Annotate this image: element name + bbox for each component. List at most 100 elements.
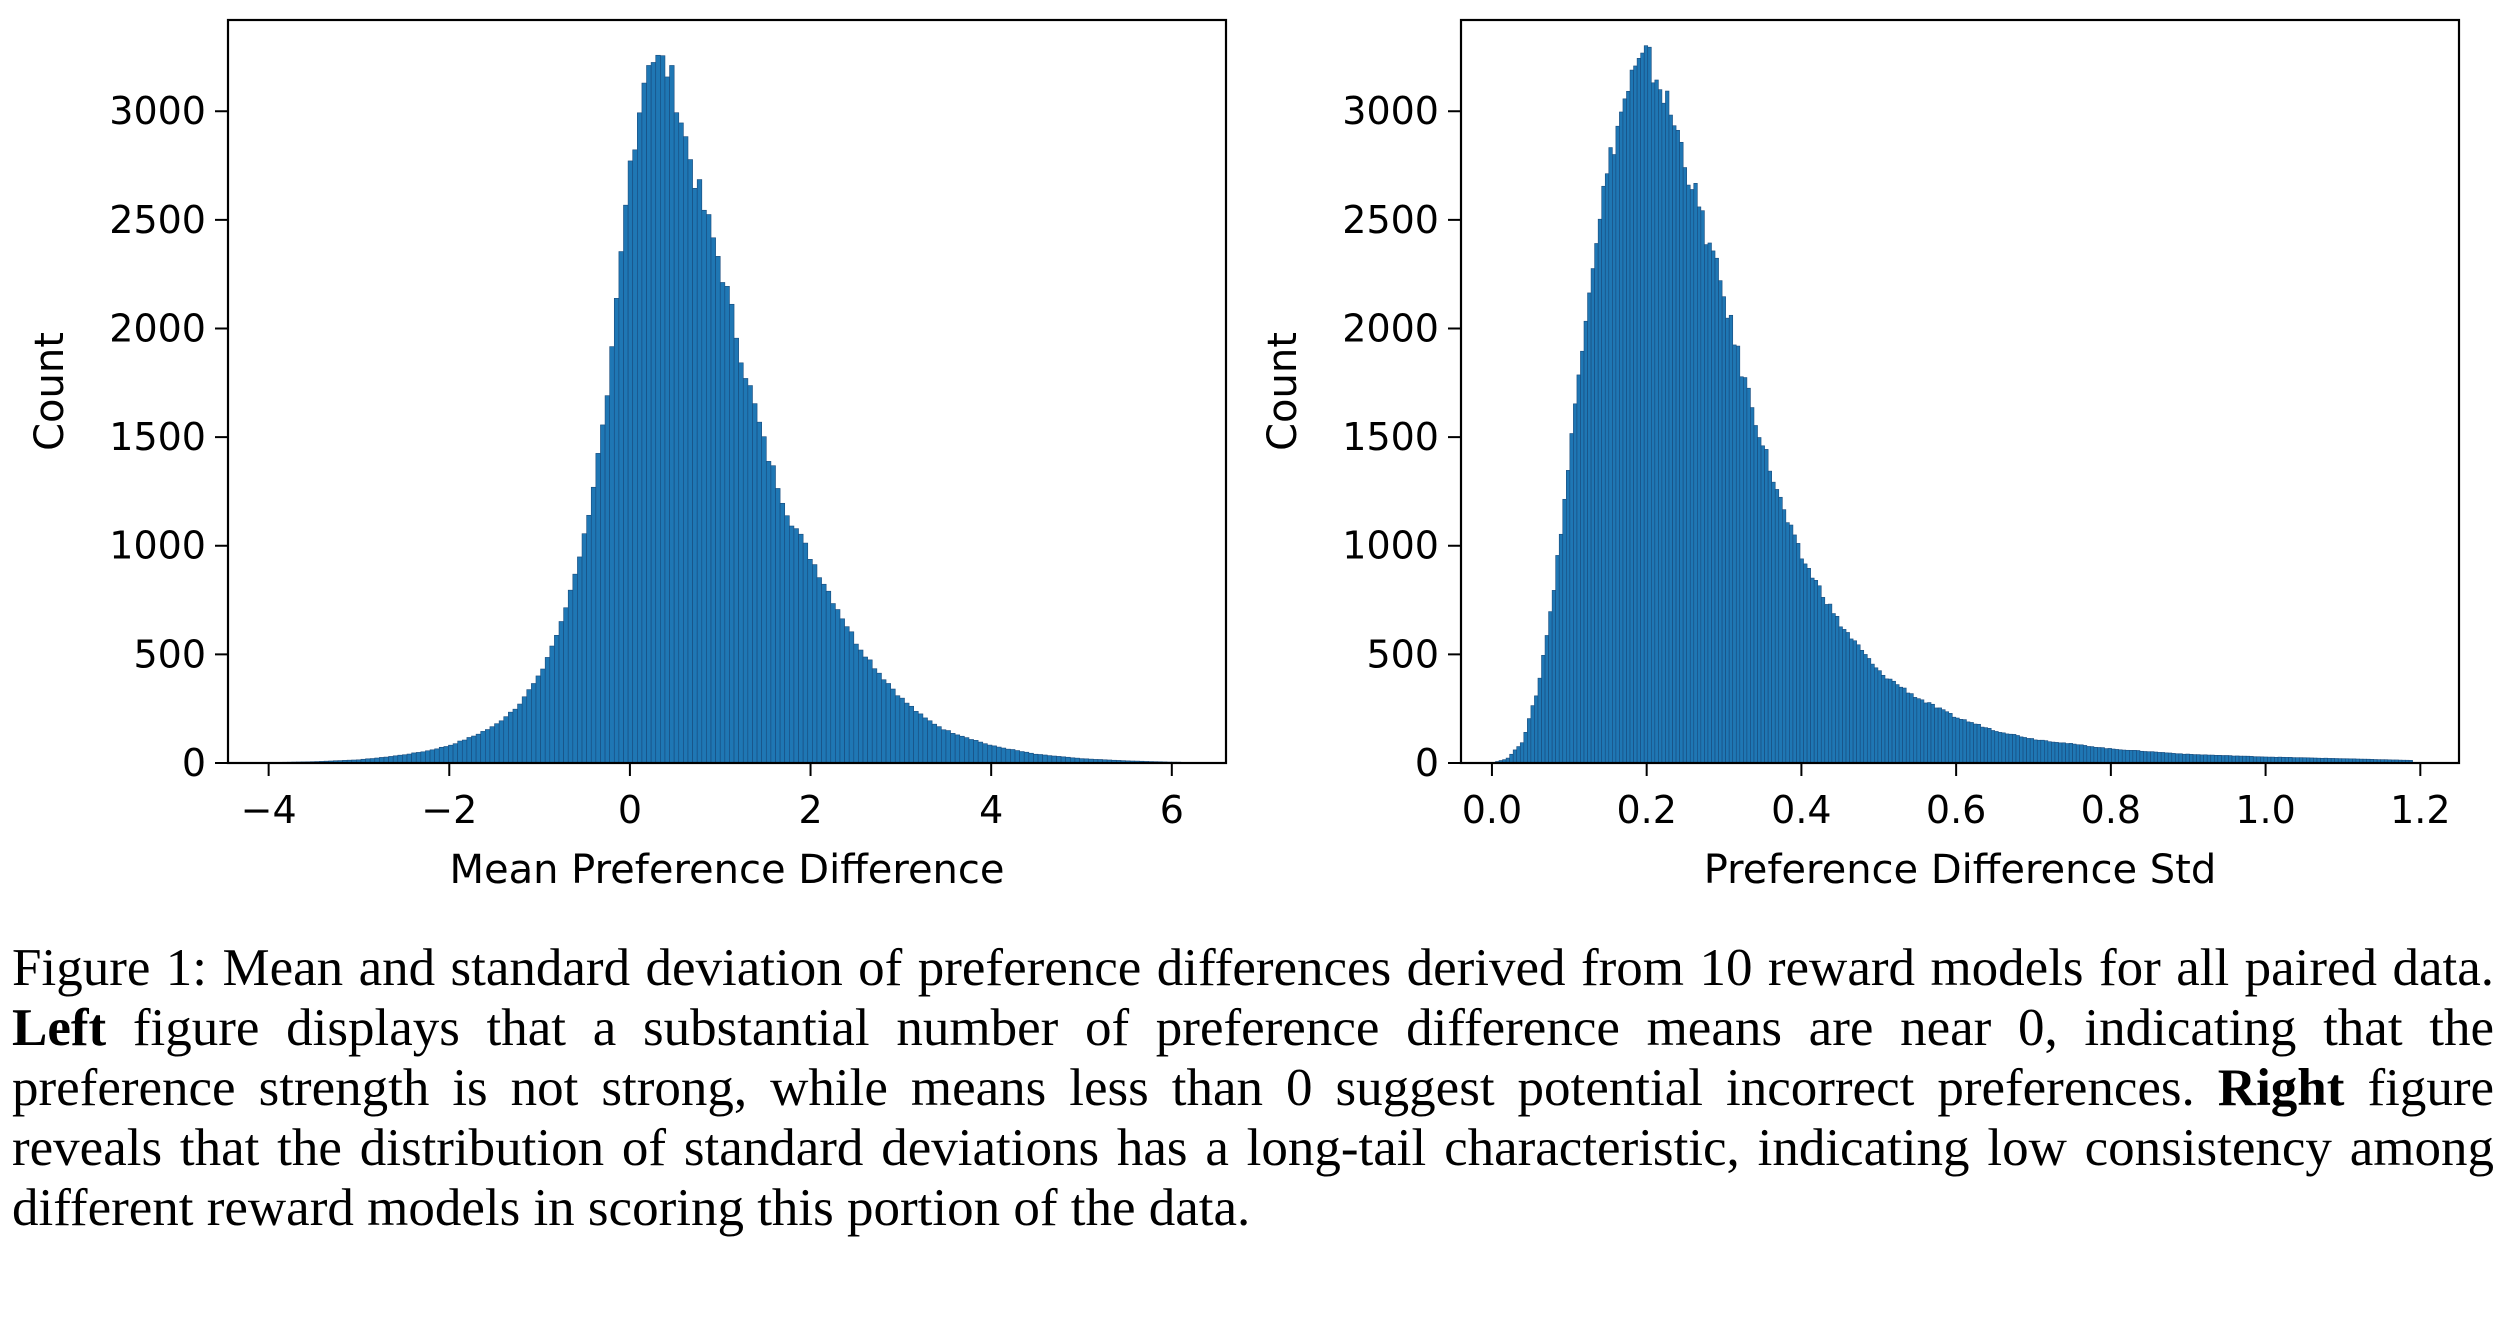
histogram-bar: [1852, 640, 1857, 764]
histogram-bar: [1750, 407, 1755, 764]
histogram-bar: [1806, 568, 1811, 764]
histogram-bar: [968, 739, 974, 764]
histogram-bar: [1587, 292, 1592, 764]
x-tick-label: −4: [241, 788, 297, 832]
histogram-bar: [2139, 750, 2144, 764]
histogram-bar: [1014, 750, 1020, 764]
histogram-bar: [2015, 735, 2020, 764]
histogram-bar: [434, 748, 440, 764]
histogram-bar: [1944, 711, 1950, 764]
histogram-bar: [844, 626, 850, 764]
histogram-bar: [2026, 738, 2031, 764]
histogram-bar: [894, 695, 901, 764]
histogram-bar: [2061, 742, 2066, 764]
histogram-bar: [1820, 597, 1826, 764]
histogram-bar: [2125, 749, 2130, 764]
histogram-bar: [1548, 611, 1553, 764]
histogram-bar: [2118, 749, 2123, 764]
histogram-bar: [1566, 470, 1571, 764]
x-axis-label: Preference Difference Std: [1704, 847, 2217, 893]
histogram-bar: [1569, 433, 1574, 764]
histogram-bar: [1619, 111, 1624, 764]
histogram-bar: [660, 55, 666, 764]
histogram-bar: [600, 424, 606, 764]
histogram-bar: [1530, 705, 1535, 764]
histogram-bar: [2224, 755, 2229, 764]
histogram-bar: [1537, 677, 1542, 764]
histogram-bar: [687, 159, 693, 764]
histogram-bar: [1937, 707, 1942, 764]
histogram-bar: [964, 737, 970, 764]
histogram-bar: [1612, 154, 1617, 764]
histogram-bar: [692, 187, 698, 764]
histogram-bar: [816, 577, 822, 764]
histogram-bar: [2065, 743, 2070, 764]
histogram-bar: [1658, 89, 1663, 764]
histogram-bar: [789, 525, 795, 764]
histogram-bar: [1661, 102, 1666, 764]
y-tick-label: 3000: [109, 89, 206, 133]
histogram-bar: [1576, 374, 1581, 764]
histogram-bar: [2182, 753, 2187, 764]
histogram-bar: [752, 403, 758, 764]
histogram-bar: [747, 385, 753, 764]
histogram-bar: [2160, 752, 2166, 764]
histogram-bar: [540, 668, 546, 764]
histogram-bar: [1746, 387, 1751, 764]
histogram-bar: [710, 237, 716, 764]
histogram-bar: [1983, 727, 1988, 764]
histogram-bar: [2029, 738, 2035, 764]
histogram-bar: [1909, 693, 1914, 764]
histogram-bar: [1877, 670, 1882, 764]
histogram-bar: [1519, 742, 1525, 764]
histogram-bar: [1711, 250, 1716, 764]
histogram-bar: [466, 737, 472, 764]
histogram-bar: [1594, 243, 1599, 764]
y-tick-label: 0: [1415, 741, 1439, 785]
histogram-bar: [1973, 723, 1978, 764]
histogram-bar: [2143, 751, 2148, 764]
histogram-bar: [1668, 114, 1673, 764]
histogram-bar: [1643, 45, 1649, 764]
plot-frame: [226, 18, 1228, 765]
histogram-bar: [876, 672, 882, 764]
histogram-bar: [2153, 751, 2158, 764]
histogram-bar: [1558, 533, 1564, 764]
histogram-bar: [950, 733, 956, 764]
histogram-bar: [1881, 674, 1886, 764]
histogram-bar: [1994, 731, 1999, 764]
y-tick-label: 1000: [1342, 524, 1439, 568]
histogram-bar: [858, 649, 864, 764]
histogram-bar: [1828, 603, 1833, 764]
histogram-bar: [429, 749, 435, 764]
histogram-bar: [1824, 604, 1829, 764]
histogram-bar: [1757, 437, 1762, 764]
y-tick-label: 500: [1366, 632, 1439, 676]
histogram-bar: [890, 688, 896, 764]
histogram-bar: [1686, 184, 1691, 764]
histogram-bar: [1856, 644, 1861, 764]
histogram-bar: [508, 711, 514, 764]
x-tick-label: 0.2: [1616, 788, 1676, 832]
x-tick-label: 0: [618, 788, 642, 832]
histogram-bar: [1626, 90, 1631, 764]
histogram-bar: [1580, 350, 1585, 764]
x-tick-label: 0.0: [1462, 788, 1522, 832]
histogram-bar: [1714, 257, 1719, 764]
histogram-bar: [973, 740, 979, 764]
histogram-bar: [959, 735, 965, 764]
histogram-bar: [765, 461, 772, 764]
histogram-bar: [558, 621, 564, 764]
histogram-bar: [982, 743, 988, 764]
histogram-bar: [941, 729, 947, 764]
histogram-bar: [406, 753, 412, 764]
histogram-bar: [2189, 754, 2194, 764]
histogram-bar: [1562, 498, 1567, 764]
histogram-bar: [1512, 749, 1518, 764]
histogram-bar: [2097, 747, 2102, 764]
y-axis-label: Count: [27, 332, 73, 451]
histogram-bars: [259, 54, 1182, 764]
histogram-bar: [1760, 445, 1765, 764]
histogram-bar: [1898, 686, 1903, 764]
histogram-bar: [1608, 147, 1613, 764]
